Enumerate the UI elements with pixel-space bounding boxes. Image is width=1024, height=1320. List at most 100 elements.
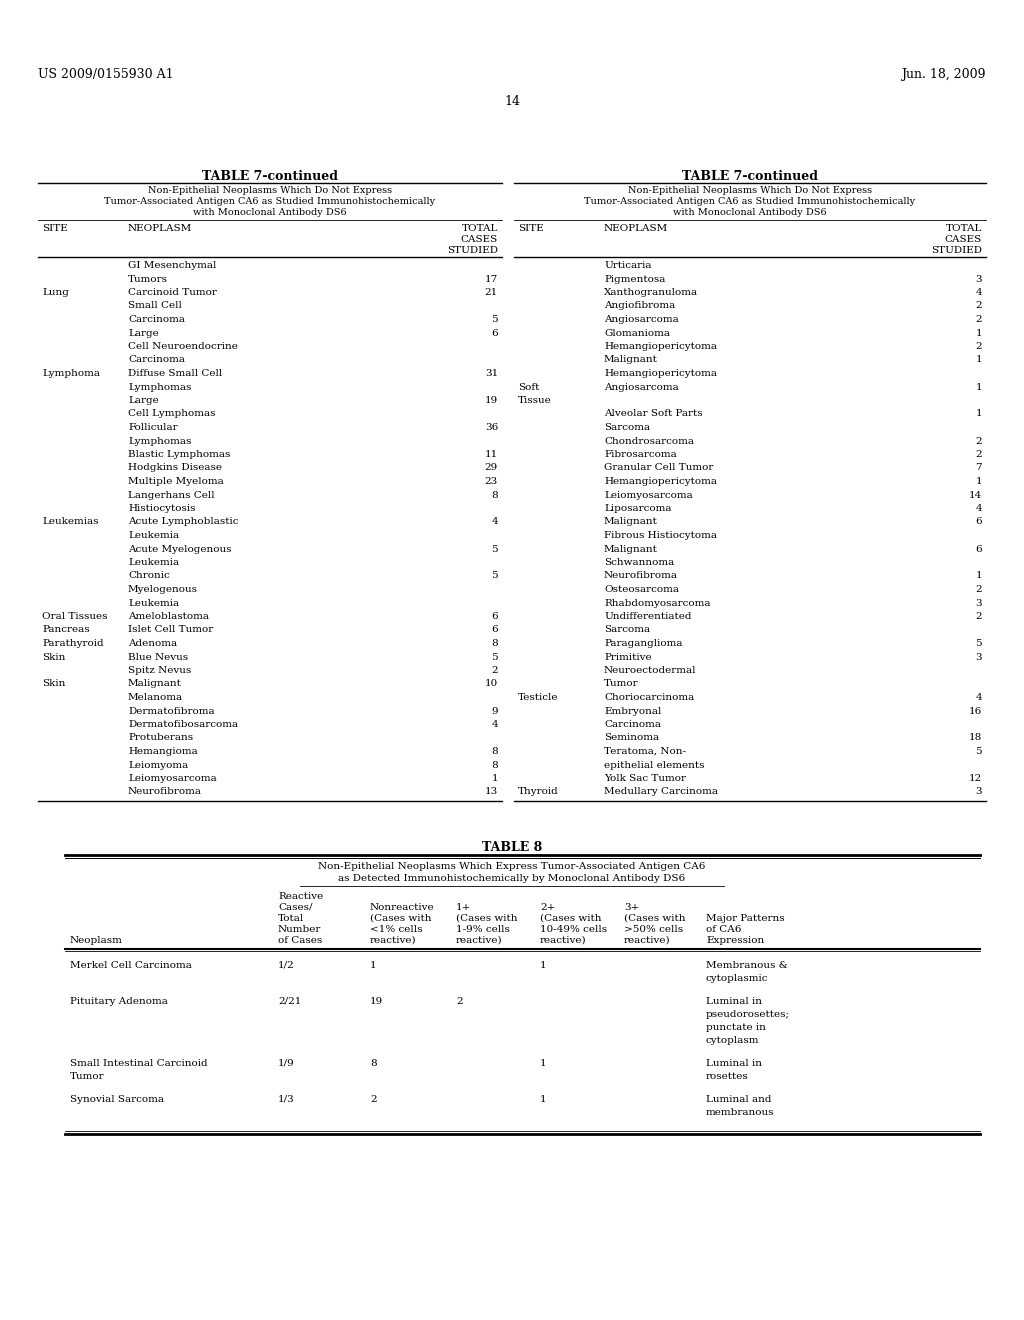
Text: Acute Lymphoblastic: Acute Lymphoblastic [128, 517, 239, 527]
Text: Soft: Soft [518, 383, 540, 392]
Text: Large: Large [128, 329, 159, 338]
Text: 9: 9 [492, 706, 498, 715]
Text: CASES: CASES [945, 235, 982, 244]
Text: 5: 5 [492, 315, 498, 323]
Text: Granular Cell Tumor: Granular Cell Tumor [604, 463, 714, 473]
Text: Expression: Expression [706, 936, 764, 945]
Text: Paraganglioma: Paraganglioma [604, 639, 683, 648]
Text: 2/21: 2/21 [278, 997, 301, 1006]
Text: NEOPLASM: NEOPLASM [604, 224, 669, 234]
Text: Angiosarcoma: Angiosarcoma [604, 315, 679, 323]
Text: CASES: CASES [461, 235, 498, 244]
Text: Neuroectodermal: Neuroectodermal [604, 667, 696, 675]
Text: 8: 8 [370, 1059, 377, 1068]
Text: 2: 2 [976, 450, 982, 459]
Text: Dermatofibosarcoma: Dermatofibosarcoma [128, 719, 239, 729]
Text: 1: 1 [976, 572, 982, 581]
Text: reactive): reactive) [624, 936, 671, 945]
Text: 4: 4 [976, 288, 982, 297]
Text: Parathyroid: Parathyroid [42, 639, 103, 648]
Text: Leukemia: Leukemia [128, 558, 179, 568]
Text: Luminal and: Luminal and [706, 1096, 771, 1104]
Text: Cell Neuroendocrine: Cell Neuroendocrine [128, 342, 238, 351]
Text: 2: 2 [976, 437, 982, 446]
Text: Skin: Skin [42, 680, 66, 689]
Text: TABLE 7-continued: TABLE 7-continued [202, 170, 338, 183]
Text: TOTAL: TOTAL [462, 224, 498, 234]
Text: Diffuse Small Cell: Diffuse Small Cell [128, 370, 222, 378]
Text: 1/9: 1/9 [278, 1059, 295, 1068]
Text: Osteosarcoma: Osteosarcoma [604, 585, 679, 594]
Text: reactive): reactive) [370, 936, 417, 945]
Text: reactive): reactive) [456, 936, 503, 945]
Text: Leukemia: Leukemia [128, 598, 179, 607]
Text: Malignant: Malignant [604, 517, 657, 527]
Text: 23: 23 [484, 477, 498, 486]
Text: 4: 4 [976, 693, 982, 702]
Text: 1: 1 [976, 409, 982, 418]
Text: Adenoma: Adenoma [128, 639, 177, 648]
Text: Rhabdomyosarcoma: Rhabdomyosarcoma [604, 598, 711, 607]
Text: Tumor-Associated Antigen CA6 as Studied Immunohistochemically: Tumor-Associated Antigen CA6 as Studied … [104, 197, 435, 206]
Text: 2+: 2+ [540, 903, 555, 912]
Text: 6: 6 [976, 517, 982, 527]
Text: Lymphomas: Lymphomas [128, 383, 191, 392]
Text: Small Intestinal Carcinoid: Small Intestinal Carcinoid [70, 1059, 208, 1068]
Text: as Detected Immunohistochemically by Monoclonal Antibody DS6: as Detected Immunohistochemically by Mon… [339, 874, 685, 883]
Text: of Cases: of Cases [278, 936, 323, 945]
Text: 1+: 1+ [456, 903, 471, 912]
Text: 1/3: 1/3 [278, 1096, 295, 1104]
Text: Urticaria: Urticaria [604, 261, 651, 271]
Text: Carcinoma: Carcinoma [604, 719, 662, 729]
Text: Blastic Lymphomas: Blastic Lymphomas [128, 450, 230, 459]
Text: >50% cells: >50% cells [624, 925, 683, 935]
Text: 4: 4 [492, 719, 498, 729]
Text: 1: 1 [540, 1059, 547, 1068]
Text: Tumor: Tumor [604, 680, 639, 689]
Text: Yolk Sac Tumor: Yolk Sac Tumor [604, 774, 686, 783]
Text: TABLE 8: TABLE 8 [482, 841, 542, 854]
Text: Malignant: Malignant [604, 355, 657, 364]
Text: Hemangiopericytoma: Hemangiopericytoma [604, 342, 717, 351]
Text: 6: 6 [492, 626, 498, 635]
Text: Membranous &: Membranous & [706, 961, 787, 970]
Text: SITE: SITE [42, 224, 68, 234]
Text: Major Patterns: Major Patterns [706, 913, 784, 923]
Text: 2: 2 [370, 1096, 377, 1104]
Text: Tumor: Tumor [70, 1072, 104, 1081]
Text: Oral Tissues: Oral Tissues [42, 612, 108, 620]
Text: 11: 11 [484, 450, 498, 459]
Text: punctate in: punctate in [706, 1023, 766, 1032]
Text: Fibrosarcoma: Fibrosarcoma [604, 450, 677, 459]
Text: Luminal in: Luminal in [706, 1059, 762, 1068]
Text: 21: 21 [484, 288, 498, 297]
Text: Langerhans Cell: Langerhans Cell [128, 491, 215, 499]
Text: Carcinoma: Carcinoma [128, 355, 185, 364]
Text: Teratoma, Non-: Teratoma, Non- [604, 747, 686, 756]
Text: 2: 2 [492, 667, 498, 675]
Text: 3+: 3+ [624, 903, 639, 912]
Text: Primitive: Primitive [604, 652, 651, 661]
Text: 2: 2 [976, 585, 982, 594]
Text: TOTAL: TOTAL [945, 224, 982, 234]
Text: 8: 8 [492, 639, 498, 648]
Text: cytoplasmic: cytoplasmic [706, 974, 768, 983]
Text: Non-Epithelial Neoplasms Which Do Not Express: Non-Epithelial Neoplasms Which Do Not Ex… [628, 186, 872, 195]
Text: Merkel Cell Carcinoma: Merkel Cell Carcinoma [70, 961, 191, 970]
Text: 1: 1 [540, 961, 547, 970]
Text: Non-Epithelial Neoplasms Which Do Not Express: Non-Epithelial Neoplasms Which Do Not Ex… [147, 186, 392, 195]
Text: Neurofibroma: Neurofibroma [604, 572, 678, 581]
Text: cytoplasm: cytoplasm [706, 1036, 760, 1045]
Text: Luminal in: Luminal in [706, 997, 762, 1006]
Text: 5: 5 [492, 572, 498, 581]
Text: Pituitary Adenoma: Pituitary Adenoma [70, 997, 168, 1006]
Text: TABLE 7-continued: TABLE 7-continued [682, 170, 818, 183]
Text: Small Cell: Small Cell [128, 301, 182, 310]
Text: Number: Number [278, 925, 322, 935]
Text: Multiple Myeloma: Multiple Myeloma [128, 477, 224, 486]
Text: Glomanioma: Glomanioma [604, 329, 670, 338]
Text: 18: 18 [969, 734, 982, 742]
Text: 8: 8 [492, 760, 498, 770]
Text: 1: 1 [370, 961, 377, 970]
Text: Schwannoma: Schwannoma [604, 558, 674, 568]
